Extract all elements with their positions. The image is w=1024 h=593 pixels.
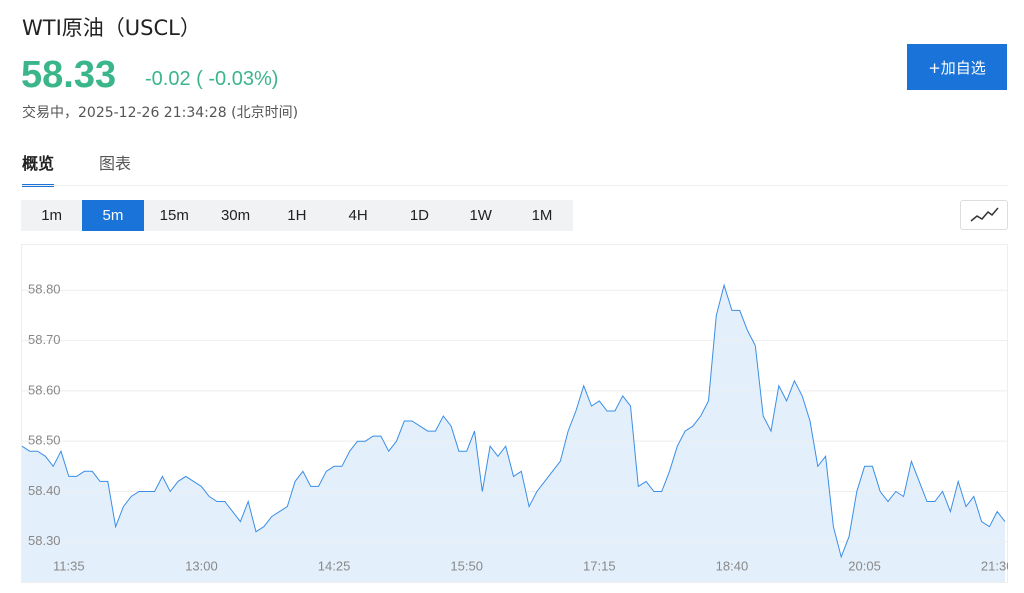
title: WTI原油（USCL） xyxy=(22,16,201,40)
interval-button[interactable]: 30m xyxy=(220,207,251,224)
y-tick-label: 58.30 xyxy=(28,533,61,548)
x-tick-label: 17:15 xyxy=(583,558,616,573)
interval-button[interactable]: 15m xyxy=(159,207,189,224)
interval-button[interactable]: 1W xyxy=(469,207,492,224)
x-tick-label: 18:40 xyxy=(716,558,749,573)
line xyxy=(21,283,1006,559)
status: 交易中，2025-12-26 21:34:28 (北京时间) xyxy=(22,105,299,121)
add-watchlist-button[interactable]: +加自选 xyxy=(907,44,1007,90)
interval-button[interactable]: 4H xyxy=(348,207,368,224)
x-tick-label: 13:00 xyxy=(185,558,218,573)
y-tick-label: 58.50 xyxy=(28,433,61,448)
chart-frame xyxy=(21,244,1008,583)
interval-button[interactable]: 1D xyxy=(409,207,430,224)
x-tick-label: 11:35 xyxy=(53,558,85,573)
area xyxy=(22,285,1005,582)
y-tick-label: 58.80 xyxy=(28,282,61,297)
change: -0.02 ( -0.03%) xyxy=(145,68,279,90)
interval-button[interactable]: 1H xyxy=(287,207,307,224)
tabs: 概览 图表 xyxy=(22,150,131,187)
x-tick-label: 15:50 xyxy=(450,558,483,573)
chart-type-button[interactable] xyxy=(960,200,1008,230)
x-tick-label: 14:25 xyxy=(318,558,351,573)
interval-button[interactable]: 1m xyxy=(41,207,63,224)
x-tick-label: 20:05 xyxy=(848,558,881,573)
y-tick-label: 58.40 xyxy=(28,483,61,498)
x-tick-label: 21:30 xyxy=(981,558,1014,573)
interval-button[interactable]: 1M xyxy=(531,207,553,224)
tab[interactable]: 图表 xyxy=(99,154,132,173)
interval-button[interactable]: 5m xyxy=(82,200,144,231)
price: 58.33 xyxy=(21,54,117,96)
y-tick-label: 58.70 xyxy=(28,332,61,347)
interval-bar: 1m 5m 15m 30m 1H 4H 1D 1W 1M xyxy=(21,200,573,231)
y-tick-label: 58.60 xyxy=(28,382,61,397)
divider xyxy=(22,185,1008,186)
